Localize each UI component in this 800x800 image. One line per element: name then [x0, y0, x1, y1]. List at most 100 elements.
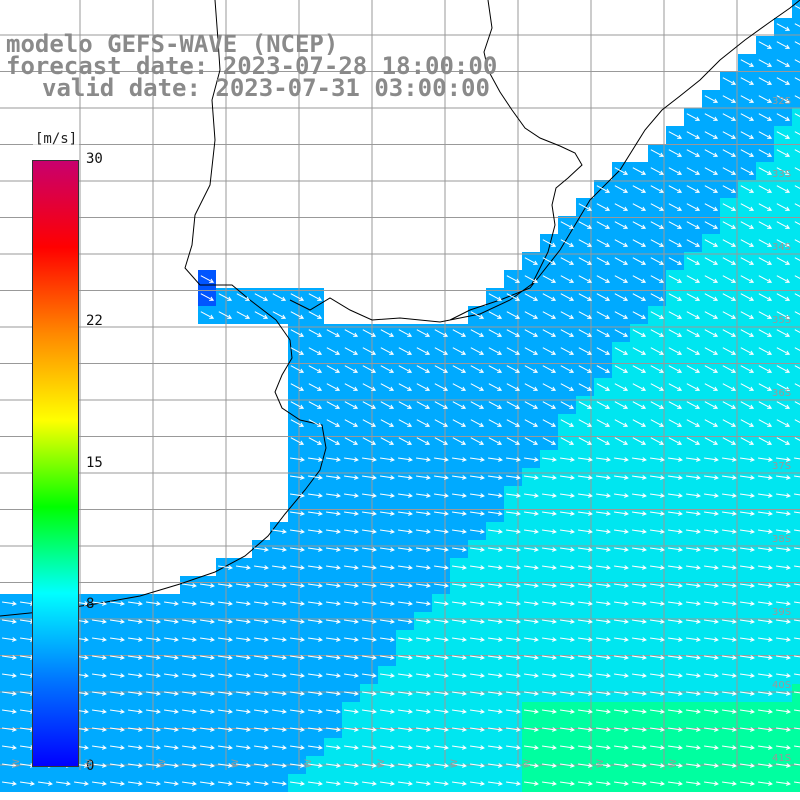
- wind-arrow: [542, 275, 557, 283]
- wind-arrow: [524, 365, 539, 373]
- wind-arrow: [1, 619, 17, 624]
- wind-arrow: [541, 601, 557, 606]
- wind-arrow: [127, 709, 143, 714]
- wind-arrow: [109, 763, 125, 768]
- wind-arrow: [721, 583, 737, 588]
- wind-arrow: [523, 637, 539, 642]
- wind-arrow: [290, 347, 305, 355]
- wind-arrow: [577, 781, 593, 786]
- wind-arrow: [37, 781, 53, 786]
- wind-arrow: [433, 529, 449, 534]
- wind-arrow: [325, 457, 341, 462]
- wind-arrow: [199, 691, 215, 696]
- wind-arrow: [505, 691, 521, 696]
- wind-arrow: [415, 493, 431, 498]
- wind-arrow: [632, 383, 647, 391]
- wind-arrow: [703, 457, 719, 462]
- wind-cell: [792, 450, 800, 468]
- wind-arrow: [109, 619, 125, 624]
- wind-arrow: [253, 583, 269, 588]
- wind-arrow: [541, 583, 557, 588]
- wind-arrow: [506, 401, 521, 409]
- wind-arrow: [613, 457, 629, 462]
- wind-arrow: [541, 673, 557, 678]
- wind-arrow: [253, 763, 269, 768]
- wind-arrow: [452, 401, 467, 409]
- wind-arrow: [632, 203, 647, 211]
- wind-arrow: [758, 383, 773, 391]
- wind-arrow: [379, 475, 395, 480]
- wind-arrow: [487, 763, 503, 768]
- wind-arrow: [289, 475, 305, 480]
- wind-arrow: [794, 329, 800, 334]
- wind-arrow: [758, 275, 773, 283]
- wind-arrow: [740, 239, 755, 247]
- wind-arrow: [199, 709, 215, 714]
- wind-arrow: [649, 655, 665, 660]
- wind-arrow: [325, 583, 341, 588]
- wind-arrow: [794, 437, 800, 442]
- wind-cell: [792, 90, 800, 108]
- wind-arrow: [650, 275, 665, 283]
- wind-arrow: [704, 419, 719, 427]
- wind-cell: [792, 324, 800, 342]
- wind-arrow: [704, 311, 719, 319]
- colorbar-tick-label: 8: [86, 596, 95, 613]
- wind-arrow: [650, 167, 665, 175]
- wind-arrow: [542, 401, 557, 409]
- wind-arrow: [398, 419, 413, 427]
- wind-arrow: [721, 745, 737, 750]
- wind-arrow: [325, 727, 341, 732]
- wind-arrow: [398, 437, 413, 445]
- wind-arrow: [578, 383, 593, 391]
- wind-arrow: [739, 709, 755, 714]
- wind-arrow: [739, 475, 755, 480]
- wind-arrow: [613, 781, 629, 786]
- wind-arrow: [217, 745, 233, 750]
- wind-arrow: [560, 329, 575, 337]
- wind-arrow: [289, 727, 305, 732]
- wind-arrow: [739, 619, 755, 624]
- wind-arrow: [757, 655, 773, 660]
- wind-arrow: [722, 221, 737, 229]
- wind-arrow: [649, 691, 665, 696]
- wind-arrow: [667, 781, 683, 786]
- wind-arrow: [577, 583, 593, 588]
- wind-arrow: [560, 293, 575, 301]
- wind-arrow: [433, 691, 449, 696]
- colorbar: [32, 160, 79, 767]
- wind-arrow: [433, 601, 449, 606]
- wind-cell: [792, 522, 800, 540]
- wind-arrow: [362, 365, 377, 373]
- wind-arrow: [649, 511, 665, 516]
- wind-arrow: [776, 203, 791, 211]
- wind-arrow: [757, 727, 773, 732]
- wind-arrow: [541, 457, 557, 462]
- wind-arrow: [487, 691, 503, 696]
- wind-arrow: [667, 475, 683, 480]
- wind-arrow: [109, 745, 125, 750]
- wind-arrow: [307, 511, 323, 516]
- wind-arrow: [415, 637, 431, 642]
- wind-arrow: [721, 619, 737, 624]
- wind-arrow: [506, 311, 521, 319]
- wind-arrow: [704, 221, 719, 229]
- wind-arrow: [415, 565, 431, 570]
- wind-arrow: [721, 493, 737, 498]
- wind-arrow: [523, 763, 539, 768]
- wind-arrow: [272, 293, 287, 301]
- wind-arrow: [739, 457, 755, 462]
- wind-arrow: [722, 239, 737, 247]
- wind-arrow: [91, 601, 107, 606]
- wind-arrow: [308, 419, 323, 427]
- wind-arrow: [560, 239, 575, 247]
- colorbar-tick-label: 15: [86, 454, 103, 471]
- wind-cell: [792, 144, 800, 162]
- longitude-label: W: [158, 759, 168, 768]
- wind-arrow: [794, 275, 800, 280]
- wind-arrow: [397, 673, 413, 678]
- wind-arrow: [596, 203, 611, 211]
- wind-arrow: [307, 655, 323, 660]
- wind-cell: [792, 54, 800, 72]
